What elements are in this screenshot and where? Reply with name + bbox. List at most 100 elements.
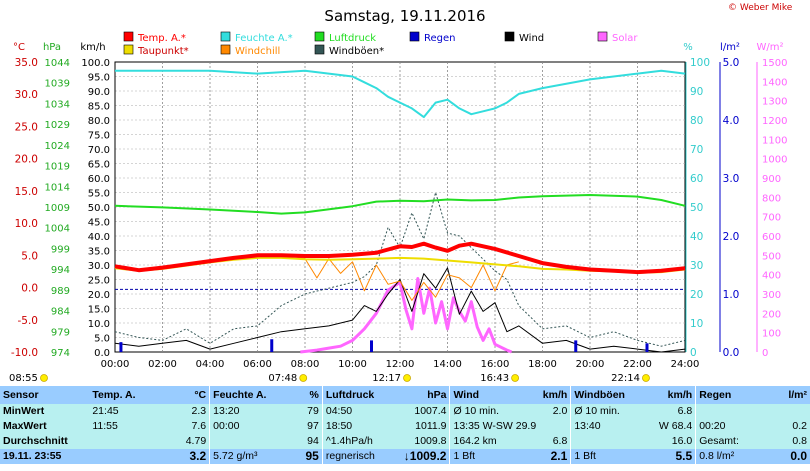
axis-unit-label: km/h: [80, 42, 105, 53]
stats-header-temp-unit: °C: [160, 386, 209, 404]
legend-swatch: [124, 45, 133, 54]
y-tick-label-temp: -5.0: [18, 315, 39, 327]
stats-cell: 97: [287, 419, 322, 434]
stats-cell: [773, 404, 810, 419]
y-tick-label-press: 989: [51, 286, 70, 297]
stats-row-max: MaxWert 11:55 7.6 00:00 97 18:50 1011.9 …: [0, 419, 810, 434]
stats-cell: 6.8: [648, 404, 695, 419]
y-tick-label-temp: 20.0: [15, 154, 38, 166]
stats-cell: W 68.4: [648, 419, 695, 434]
y-tick-label-press: 1014: [45, 182, 70, 193]
y-tick-label-temp: -10.0: [11, 347, 38, 359]
stats-header-hum: Feuchte A.: [210, 386, 288, 404]
stats-header-hum-unit: %: [287, 386, 322, 404]
y-tick-label-wind: 35.0: [88, 247, 110, 258]
stats-cell: 94: [287, 434, 322, 449]
weather-chart: Samstag, 19.11.2016 Temp. A.* Feuchte A.* L…: [0, 0, 810, 386]
y-tick-label-wind: 55.0: [88, 189, 110, 200]
y-tick-label-solar: 1500: [762, 58, 787, 69]
y-tick-label-hum: 80: [690, 115, 703, 127]
stats-cell: [696, 404, 774, 419]
legend-label: Taupunkt*: [137, 46, 189, 57]
legend-swatch: [410, 32, 419, 41]
stats-cell: 4.79: [160, 434, 209, 449]
y-tick-label-temp: 15.0: [15, 186, 38, 198]
event-time-label: 22:14: [611, 373, 640, 384]
stats-cell: Gesamt:: [696, 434, 774, 449]
y-tick-label-press: 979: [51, 327, 70, 338]
y-tick-label-press: 1019: [45, 162, 70, 173]
y-tick-label-wind: 15.0: [88, 305, 110, 316]
y-tick-label-press: 1034: [45, 99, 70, 110]
stats-cell: 11:55: [89, 419, 160, 434]
y-tick-label-press: 1039: [45, 79, 70, 90]
stats-header-gust: Windböen: [571, 386, 649, 404]
y-tick-label-solar: 1100: [762, 135, 787, 146]
y-tick-label-wind: 90.0: [88, 87, 110, 98]
y-tick-label-press: 1004: [45, 224, 70, 235]
stats-cell: ↓1009.2: [400, 449, 450, 464]
stats-cell: 2.3: [160, 404, 209, 419]
y-tick-label-temp: 10.0: [15, 218, 38, 230]
stats-cell: 13:20: [210, 404, 288, 419]
stats-cell: Ø 10 min.: [450, 404, 534, 419]
y-tick-label-hum: 90: [690, 86, 703, 98]
legend-swatch: [124, 32, 133, 41]
y-tick-label-press: 1009: [45, 203, 70, 214]
y-tick-label-hum: 70: [690, 144, 703, 156]
stats-row-avg: Durchschnitt 4.79 94 ^1.4hPa/h 1009.8 16…: [0, 434, 810, 449]
y-tick-label-rain: 3.0: [723, 173, 740, 185]
stats-cell: 21:45: [89, 404, 160, 419]
y-tick-label-temp: 30.0: [15, 89, 38, 101]
copyright-label: © Weber Mike: [728, 3, 792, 13]
legend-swatch: [221, 45, 230, 54]
x-tick-label: 12:00: [386, 359, 415, 370]
stats-cell: 0.2: [773, 419, 810, 434]
rain-bar: [270, 339, 273, 352]
stats-cell: 00:00: [210, 419, 288, 434]
stats-cell: 1009.8: [400, 434, 450, 449]
stats-cell: [89, 449, 160, 464]
y-tick-label-press: 984: [51, 307, 70, 318]
sun-marker-icon: [512, 375, 519, 382]
y-tick-label-temp: 0.0: [21, 283, 38, 295]
legend-swatch: [315, 45, 324, 54]
stats-header-wind-unit: km/h: [534, 386, 571, 404]
legend-label: Feuchte A.*: [235, 33, 293, 44]
stats-cell: 04:50: [322, 404, 400, 419]
stats-cell: 7.6: [160, 419, 209, 434]
rain-bar: [370, 340, 373, 352]
y-tick-label-wind: 100.0: [81, 58, 110, 69]
y-tick-label-hum: 60: [690, 173, 703, 185]
y-tick-label-press: 999: [51, 244, 70, 255]
y-tick-label-hum: 10: [690, 318, 703, 330]
sun-marker-icon: [300, 375, 307, 382]
y-tick-label-solar: 200: [762, 309, 781, 320]
y-tick-label-solar: 1400: [762, 77, 787, 88]
x-tick-label: 16:00: [481, 359, 510, 370]
stats-cell: 2.1: [534, 449, 571, 464]
stats-cell: regnerisch: [322, 449, 400, 464]
stats-cell: 79: [287, 404, 322, 419]
y-tick-label-wind: 25.0: [88, 276, 110, 287]
y-tick-label-solar: 300: [762, 290, 781, 301]
stats-cell: 95: [287, 449, 322, 464]
y-tick-label-wind: 80.0: [88, 116, 110, 127]
y-tick-label-hum: 0: [690, 347, 697, 359]
stats-cell: 13:35 W-SW 29.9: [450, 419, 571, 434]
y-tick-label-wind: 95.0: [88, 73, 110, 84]
legend-swatch: [505, 32, 514, 41]
y-tick-label-wind: 45.0: [88, 218, 110, 229]
stats-row-current: 19.11. 23:55 3.2 5.72 g/m³ 95 regnerisch…: [0, 449, 810, 464]
y-tick-label-solar: 600: [762, 232, 781, 243]
event-time-label: 16:43: [480, 373, 509, 384]
y-tick-label-rain: 4.0: [723, 115, 740, 127]
y-tick-label-wind: 10.0: [88, 319, 110, 330]
stats-header-press-unit: hPa: [400, 386, 450, 404]
y-tick-label-solar: 1000: [762, 155, 787, 166]
y-tick-label-solar: 700: [762, 213, 781, 224]
y-tick-label-solar: 800: [762, 193, 781, 204]
y-tick-label-hum: 40: [690, 231, 703, 243]
legend-swatch: [598, 32, 607, 41]
stats-cell: [89, 434, 160, 449]
